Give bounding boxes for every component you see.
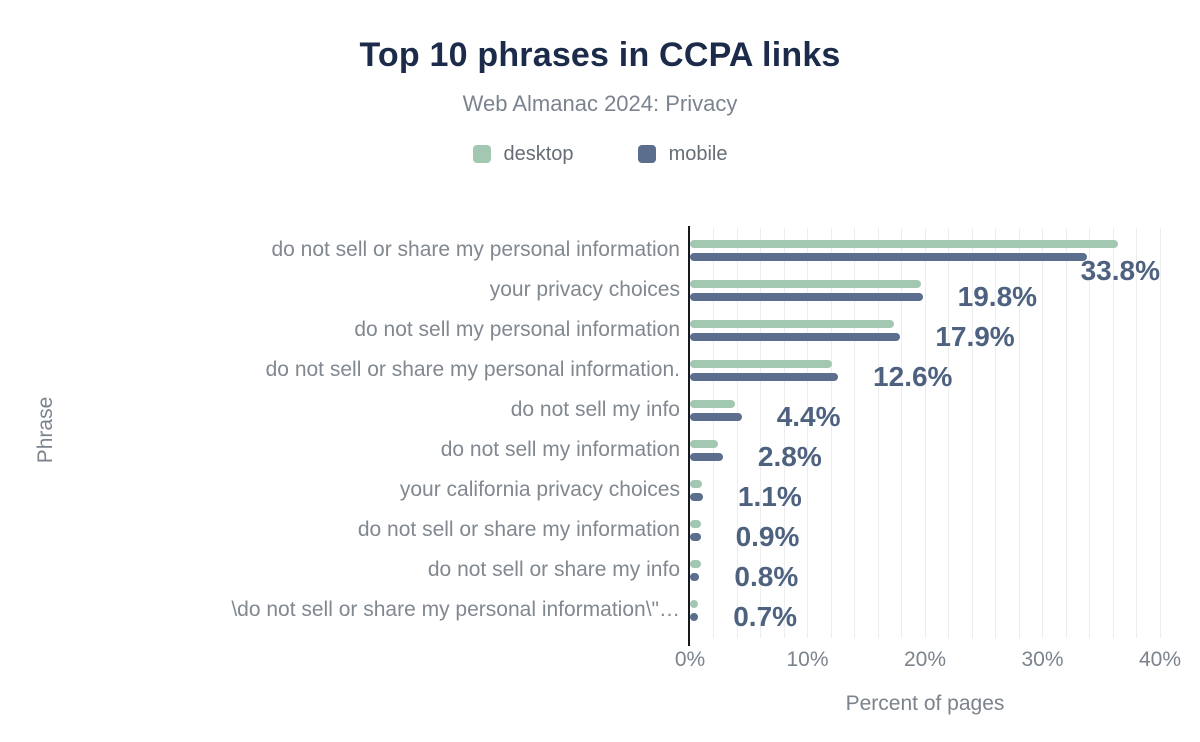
gridline (971, 228, 973, 638)
x-tick-label: 0% (674, 648, 706, 671)
gridline (1042, 228, 1043, 638)
bar-desktop (690, 240, 1118, 248)
category-label: do not sell my personal information (354, 318, 680, 341)
gridline (783, 228, 785, 638)
bar-desktop (690, 480, 702, 488)
bar-mobile (690, 453, 723, 461)
gridline (1136, 228, 1137, 638)
category-label: your california privacy choices (399, 478, 680, 501)
category-label: do not sell or share my info (427, 558, 680, 581)
bar-mobile (690, 373, 839, 381)
bar-row: 17.9% (690, 310, 1160, 352)
category-labels: do not sell or share my personal informa… (0, 230, 680, 630)
bar-desktop (690, 360, 833, 368)
x-axis-title: Percent of pages (845, 692, 1005, 715)
legend-label: mobile (668, 142, 728, 165)
bar-desktop (690, 560, 701, 568)
x-axis-ticks: 0% 10% 20% 30% 40% (675, 648, 1181, 674)
y-axis-line (688, 226, 690, 646)
x-tick-label: 20% (903, 648, 947, 671)
gridline (854, 228, 855, 638)
bar-desktop (690, 520, 701, 528)
value-label: 12.6% (873, 361, 953, 392)
category-label: do not sell my information (440, 438, 680, 461)
gridline (736, 228, 738, 638)
category-label: do not sell or share my personal informa… (265, 358, 680, 381)
category-label: do not sell or share my information (357, 518, 680, 541)
bar-desktop (690, 320, 895, 328)
x-tick-label: 40% (1138, 648, 1182, 671)
bar-mobile (690, 493, 703, 501)
value-label: 0.8% (734, 561, 799, 592)
x-tick-label: 30% (1021, 648, 1064, 671)
bar-desktop (690, 440, 719, 448)
bar-row: 12.6% (690, 350, 1160, 392)
bar-row: 1.1% (690, 470, 1160, 512)
gridline (1159, 228, 1161, 638)
plot-area: 33.8% 19.8% 17.9% 12.6% 4.4% 2.8% 1.1% 0.9% 0.8%… (688, 226, 1161, 646)
category-label: \do not sell or share my personal inform… (231, 598, 680, 621)
bar-rows: 33.8% 19.8% 17.9% 12.6% 4.4% 2.8% 1.1% 0.9% 0.8%… (690, 230, 1160, 632)
gridline (1112, 228, 1114, 638)
gridline (760, 228, 761, 638)
legend: desktop mobile (0, 143, 1200, 165)
gridline (830, 228, 832, 638)
legend-swatch-mobile (637, 145, 656, 163)
bar-row: 4.4% (690, 390, 1160, 432)
chart-title: Top 10 phrases in CCPA links (359, 36, 841, 74)
category-label: do not sell or share my personal informa… (271, 238, 680, 261)
gridline (807, 228, 808, 638)
bar-row: 0.8% (690, 550, 1160, 592)
gridline (713, 228, 714, 638)
gridline (901, 228, 902, 638)
value-label: 19.8% (957, 281, 1038, 312)
bar-mobile (690, 613, 699, 621)
legend-swatch-desktop (472, 145, 491, 163)
bar-mobile (690, 293, 923, 301)
value-label: 4.4% (776, 401, 841, 432)
gridline (1018, 228, 1020, 638)
bar-desktop (690, 400, 735, 408)
bar-row: 33.8% (690, 230, 1160, 285)
bar-mobile (690, 413, 742, 421)
bar-mobile (690, 533, 701, 541)
value-label: 1.1% (737, 481, 802, 512)
bar-desktop (690, 600, 699, 608)
bar-row: 0.7% (690, 590, 1160, 632)
category-label: your privacy choices (489, 278, 680, 301)
value-label: 33.8% (1080, 255, 1160, 286)
bar-row: 19.8% (690, 270, 1160, 312)
gridline (1089, 228, 1090, 638)
legend-item-mobile[interactable]: mobile (637, 142, 728, 166)
category-label: do not sell my info (510, 398, 680, 421)
gridline (1065, 228, 1067, 638)
gridline (948, 228, 949, 638)
legend-item-desktop[interactable]: desktop (472, 142, 574, 166)
bar-row: 0.9% (690, 510, 1160, 552)
x-tick-label: 10% (786, 648, 829, 671)
value-label: 17.9% (935, 321, 1015, 352)
gridline (995, 228, 996, 638)
value-label: 0.9% (735, 521, 800, 552)
value-label: 0.7% (733, 601, 798, 632)
gridline (877, 228, 879, 638)
gridline (924, 228, 926, 638)
bar-desktop (690, 280, 922, 288)
legend-label: desktop (503, 142, 574, 165)
value-label: 2.8% (757, 441, 822, 472)
bar-mobile (690, 573, 700, 581)
bar-mobile (690, 253, 1088, 261)
bar-mobile (690, 333, 901, 341)
chart-subtitle: Web Almanac 2024: Privacy (462, 91, 738, 116)
bar-row: 2.8% (690, 430, 1160, 472)
